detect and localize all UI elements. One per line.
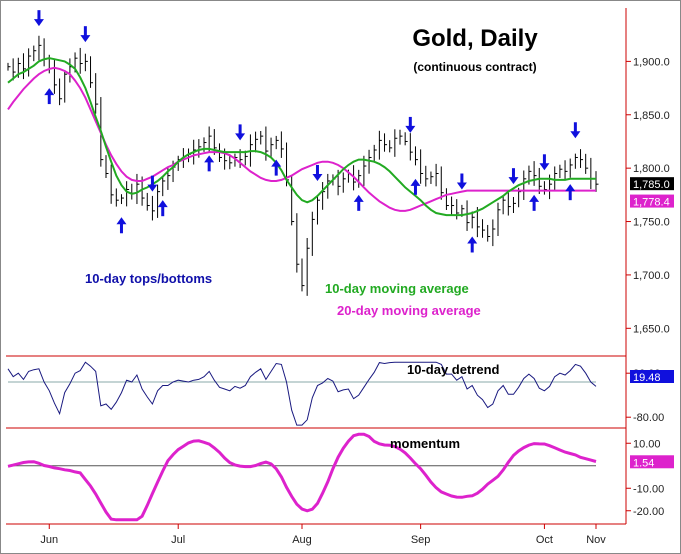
arrow-head — [204, 155, 215, 163]
arrow-down — [235, 124, 246, 141]
momentum-y-tick-label: 10.00 — [633, 438, 661, 450]
momentum-panel: 10.00 -10.00 -20.00 1.54 — [7, 432, 674, 522]
x-tick-label: Sep — [411, 534, 431, 546]
arrow-down — [456, 173, 467, 190]
momentum-y-tick-label: -10.00 — [633, 483, 664, 495]
x-tick-label: Nov — [586, 534, 606, 546]
momentum-last-bg — [630, 455, 674, 469]
arrow-up — [271, 159, 282, 176]
last-ma20-label-text: 1,778.4 — [633, 197, 670, 209]
arrow-down — [80, 26, 91, 43]
x-tick-label: Jul — [171, 534, 185, 546]
arrow-head — [33, 19, 44, 27]
price-y-tick-label: 1,750.0 — [633, 217, 670, 229]
momentum-last-label: 1.54 — [630, 455, 674, 469]
chart-subtitle: (continuous contract) — [413, 60, 536, 74]
tops-bottoms-annotation: 10-day tops/bottoms — [85, 271, 212, 286]
momentum-last-text: 1.54 — [633, 457, 654, 469]
ma20-annotation: 20-day moving average — [337, 303, 481, 318]
arrow-down — [570, 122, 581, 139]
arrow-up — [565, 184, 576, 201]
detrend-y-tick-label: -80.00 — [633, 412, 664, 424]
x-tick-label: Jun — [40, 534, 58, 546]
arrow-down — [508, 168, 519, 185]
arrow-head — [529, 194, 540, 202]
arrow-down — [405, 116, 416, 133]
last-ma20-label-bg — [630, 194, 674, 208]
momentum-line — [7, 432, 597, 522]
last-price-label: 1,785.0 — [630, 177, 674, 191]
arrow-head — [565, 184, 576, 192]
detrend-label: 10-day detrend — [407, 362, 500, 377]
ma10-line — [7, 57, 596, 217]
arrow-head — [116, 217, 127, 225]
price-y-tick-label: 1,650.0 — [633, 323, 670, 335]
arrow-up — [157, 200, 168, 217]
arrow-up — [353, 194, 364, 211]
last-ma20-label: 1,778.4 — [630, 194, 674, 209]
arrow-head — [44, 88, 55, 96]
detrend-last-text: 19.48 — [633, 372, 661, 384]
arrow-head — [410, 178, 421, 186]
x-tick-label: Aug — [292, 534, 312, 546]
arrow-head — [456, 182, 467, 190]
arrow-up — [410, 178, 421, 195]
arrow-head — [570, 131, 581, 139]
arrow-down — [147, 175, 158, 192]
arrow-down — [33, 10, 44, 27]
last-price-label-text: 1,785.0 — [633, 179, 670, 191]
arrow-head — [353, 194, 364, 202]
momentum-label: momentum — [390, 436, 460, 451]
arrow-up — [467, 236, 478, 253]
detrend-line — [7, 361, 597, 426]
price-panel: 1,650.0 1,700.0 1,750.0 1,800.0 1,850.0 1,900… — [6, 10, 674, 429]
arrow-head — [147, 184, 158, 192]
arrow-head — [157, 200, 168, 208]
arrow-head — [312, 173, 323, 181]
arrow-head — [467, 236, 478, 244]
arrow-up — [529, 194, 540, 211]
price-y-tick-label: 1,800.0 — [633, 163, 670, 175]
chart-title: Gold, Daily — [412, 25, 538, 52]
detrend-last-label: 19.48 — [630, 370, 674, 384]
detrend-last-bg — [630, 370, 674, 383]
arrow-head — [539, 163, 550, 171]
x-axis: Jun Jul Aug Sep Oct Nov — [40, 524, 606, 546]
arrow-head — [405, 125, 416, 133]
arrow-up — [44, 88, 55, 105]
arrow-head — [271, 159, 282, 167]
price-y-tick-label: 1,850.0 — [633, 110, 670, 122]
price-y-tick-label: 1,900.0 — [633, 56, 670, 68]
arrow-head — [508, 177, 519, 185]
arrow-down — [539, 154, 550, 171]
momentum-y-tick-label: -20.00 — [633, 506, 664, 518]
arrow-head — [235, 133, 246, 141]
arrow-down — [312, 164, 323, 181]
x-tick-label: Oct — [536, 534, 553, 546]
arrow-head — [80, 35, 91, 43]
price-y-tick-label: 1,700.0 — [633, 270, 670, 282]
arrow-up — [204, 155, 215, 172]
arrow-up — [116, 217, 127, 234]
last-price-label-bg — [630, 177, 674, 191]
ma10-annotation: 10-day moving average — [325, 281, 469, 296]
